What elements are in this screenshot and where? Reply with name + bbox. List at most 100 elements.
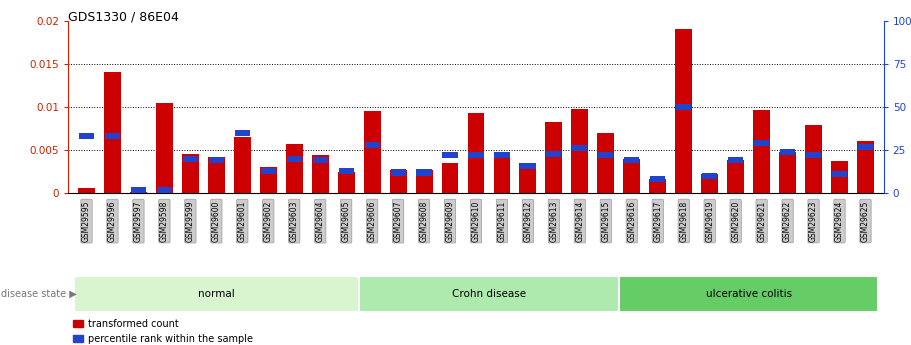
Bar [520, 162, 536, 169]
Text: GSM29601: GSM29601 [238, 200, 247, 242]
Bar [338, 171, 354, 193]
Text: GSM29616: GSM29616 [628, 200, 636, 242]
Bar [650, 179, 666, 193]
Text: GSM29605: GSM29605 [342, 200, 351, 242]
Bar [806, 152, 821, 158]
Bar [312, 157, 328, 164]
Legend: transformed count, percentile rank within the sample: transformed count, percentile rank withi… [73, 319, 252, 344]
Bar [312, 155, 329, 193]
Bar [235, 130, 250, 136]
Bar [780, 149, 795, 155]
Bar [519, 163, 537, 193]
Bar [753, 110, 770, 193]
Bar [208, 157, 225, 193]
Text: GSM29611: GSM29611 [497, 200, 507, 242]
Bar [157, 187, 172, 193]
Bar [442, 163, 458, 193]
Text: GSM29621: GSM29621 [757, 200, 766, 242]
Bar [547, 150, 561, 157]
Bar [728, 157, 743, 164]
Bar [598, 133, 614, 193]
Text: GSM29620: GSM29620 [732, 200, 740, 242]
Bar [79, 133, 94, 139]
Bar [359, 276, 619, 312]
Text: disease state ▶: disease state ▶ [1, 289, 77, 299]
Bar [416, 169, 432, 176]
Bar [676, 104, 691, 110]
Bar [209, 157, 224, 164]
Bar [287, 156, 302, 162]
Text: GSM29624: GSM29624 [835, 200, 844, 242]
Text: GSM29625: GSM29625 [861, 200, 870, 242]
Bar [832, 171, 847, 177]
Text: GSM29600: GSM29600 [212, 200, 220, 242]
Bar [183, 156, 198, 162]
Bar [363, 111, 381, 193]
Text: GSM29604: GSM29604 [316, 200, 324, 242]
Text: GSM29599: GSM29599 [186, 200, 195, 242]
Bar [234, 137, 251, 193]
Bar [571, 109, 589, 193]
Bar [619, 276, 878, 312]
Text: GSM29612: GSM29612 [524, 200, 532, 242]
Bar [779, 152, 796, 193]
Bar [130, 192, 147, 193]
Text: GSM29622: GSM29622 [783, 200, 792, 242]
Text: GSM29615: GSM29615 [601, 200, 610, 242]
Text: GSM29619: GSM29619 [705, 200, 714, 242]
Bar [156, 103, 173, 193]
Bar [339, 168, 353, 174]
Bar [599, 152, 613, 158]
Text: GSM29606: GSM29606 [368, 200, 376, 242]
Bar [467, 113, 485, 193]
Bar [182, 155, 199, 193]
Bar [572, 145, 588, 151]
Bar [650, 176, 665, 183]
Text: GDS1330 / 86E04: GDS1330 / 86E04 [68, 10, 179, 23]
Bar [105, 133, 120, 139]
Bar [701, 174, 718, 193]
Bar [260, 167, 277, 193]
Text: GSM29596: GSM29596 [108, 200, 117, 242]
Bar [104, 72, 121, 193]
Bar [390, 170, 406, 193]
Bar [727, 160, 744, 193]
Bar [831, 161, 848, 193]
Text: GSM29597: GSM29597 [134, 200, 143, 242]
Text: GSM29598: GSM29598 [160, 200, 169, 242]
Bar [805, 125, 822, 193]
Text: GSM29595: GSM29595 [82, 200, 91, 242]
Bar [546, 122, 562, 193]
Bar [74, 276, 359, 312]
Bar [624, 157, 640, 164]
Text: GSM29607: GSM29607 [394, 200, 403, 242]
Text: GSM29610: GSM29610 [472, 200, 480, 242]
Bar [495, 152, 509, 158]
Bar [391, 169, 405, 176]
Bar [364, 142, 380, 148]
Bar [494, 155, 510, 193]
Text: GSM29609: GSM29609 [445, 200, 455, 242]
Bar [702, 173, 717, 179]
Bar [443, 152, 457, 158]
Text: GSM29603: GSM29603 [290, 200, 299, 242]
Text: GSM29614: GSM29614 [576, 200, 584, 242]
Bar [623, 159, 640, 193]
Text: GSM29618: GSM29618 [680, 200, 688, 242]
Bar [675, 29, 692, 193]
Text: normal: normal [198, 289, 235, 299]
Text: GSM29623: GSM29623 [809, 200, 818, 242]
Bar [131, 187, 146, 193]
Bar [857, 141, 874, 193]
Bar [754, 140, 769, 146]
Bar [415, 170, 433, 193]
Text: ulcerative colitis: ulcerative colitis [706, 289, 792, 299]
Bar [858, 144, 873, 150]
Bar [286, 144, 302, 193]
Bar [78, 188, 95, 193]
Bar [261, 168, 276, 174]
Bar [468, 152, 484, 158]
Text: Crohn disease: Crohn disease [452, 289, 526, 299]
Text: GSM29608: GSM29608 [420, 200, 428, 242]
Text: GSM29613: GSM29613 [549, 200, 558, 242]
